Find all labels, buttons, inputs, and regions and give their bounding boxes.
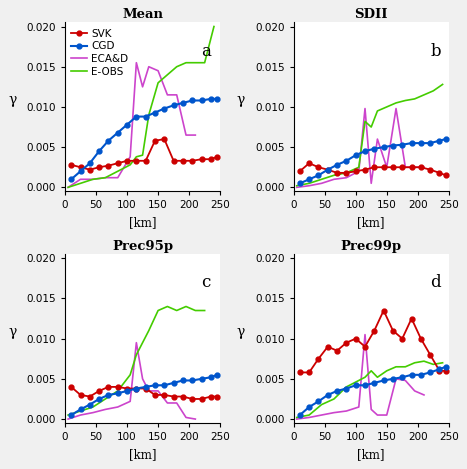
Legend: SVK, CGD, ECA&D, E-OBS: SVK, CGD, ECA&D, E-OBS — [70, 28, 129, 77]
Title: SDII: SDII — [354, 8, 388, 21]
Y-axis label: γ: γ — [8, 325, 17, 339]
X-axis label: [km]: [km] — [129, 216, 156, 229]
Y-axis label: γ: γ — [8, 93, 17, 107]
X-axis label: [km]: [km] — [357, 448, 385, 461]
X-axis label: [km]: [km] — [129, 448, 156, 461]
Text: a: a — [202, 43, 212, 60]
Title: Prec95p: Prec95p — [112, 240, 173, 253]
Text: b: b — [430, 43, 441, 60]
Y-axis label: γ: γ — [237, 325, 245, 339]
Text: d: d — [430, 274, 441, 292]
Title: Mean: Mean — [122, 8, 163, 21]
Y-axis label: γ: γ — [237, 93, 245, 107]
X-axis label: [km]: [km] — [357, 216, 385, 229]
Text: c: c — [202, 274, 211, 292]
Title: Prec99p: Prec99p — [340, 240, 402, 253]
